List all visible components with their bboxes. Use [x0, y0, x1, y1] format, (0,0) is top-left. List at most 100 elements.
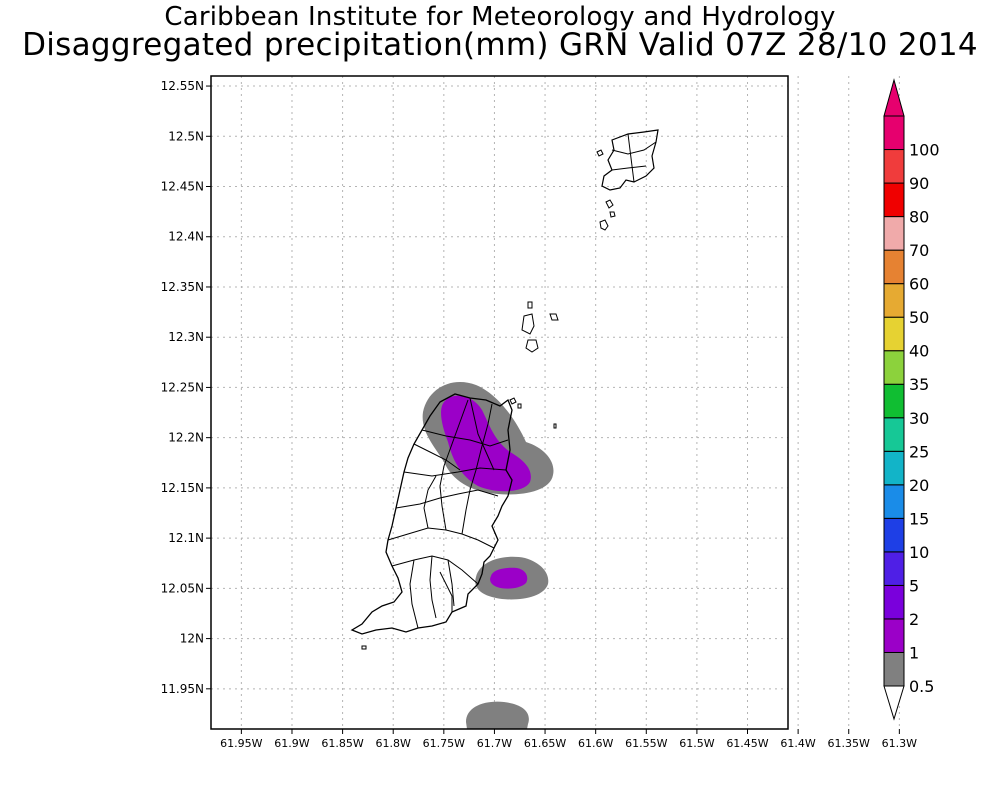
coastlines [350, 129, 659, 650]
lat-tick-label: 12.45N [161, 180, 204, 194]
colorbar-level-label: 80 [909, 208, 929, 227]
colorbar-level-label: 70 [909, 241, 929, 260]
parish-boundary [611, 165, 647, 171]
colorbar-level-label: 15 [909, 509, 929, 528]
parish-boundary [391, 555, 479, 585]
colorbar-swatch [883, 551, 905, 586]
lat-tick-label: 12.55N [161, 79, 204, 93]
islet [553, 423, 557, 429]
axis-labels: 12.55N 12.5N 12.45N 12.4N 12.35N 12.3N 12.25N 1… [161, 79, 917, 750]
colorbar-level-label: 0.5 [909, 677, 934, 696]
grenada-coastline [350, 393, 513, 635]
colorbar-over-triangle [883, 78, 905, 117]
lat-tick-label: 12.5N [168, 129, 204, 143]
lat-tick-label: 12N [180, 632, 204, 646]
lon-tick-label: 61.3W [882, 737, 917, 750]
islet [527, 301, 533, 309]
lat-tick-label: 12.25N [161, 380, 204, 394]
colorbar-level-label: 30 [909, 409, 929, 428]
lon-tick-label: 61.35W [828, 737, 870, 750]
colorbar-level-label: 35 [909, 375, 929, 394]
lat-tick-label: 11.95N [161, 682, 204, 696]
colorbar-swatch [883, 417, 905, 452]
islet [521, 313, 535, 335]
lon-tick-label: 61.95W [220, 737, 262, 750]
lon-tick-label: 61.75W [423, 737, 465, 750]
islet [605, 199, 614, 209]
parish-boundary [439, 571, 453, 612]
colorbar-level-label: 1 [909, 643, 919, 662]
colorbar-level-label: 90 [909, 174, 929, 193]
colorbar-swatch [883, 383, 905, 419]
lat-tick-label: 12.2N [168, 431, 204, 445]
lat-tick-label: 12.05N [161, 581, 204, 595]
lon-tick-label: 61.55W [625, 737, 667, 750]
lat-tick-label: 12.35N [161, 280, 204, 294]
colorbar-swatch [883, 216, 905, 251]
parish-boundary [429, 555, 437, 619]
lon-tick-label: 61.8W [376, 737, 411, 750]
colorbar-swatch [883, 249, 905, 285]
parish-boundary [611, 141, 657, 155]
lon-tick-label: 61.7W [477, 737, 512, 750]
lon-tick-label: 61.9W [274, 737, 309, 750]
islet [509, 397, 517, 405]
parish-boundary [421, 429, 509, 447]
map-frame [210, 75, 789, 730]
lat-tick-label: 12.15N [161, 481, 204, 495]
islet [517, 403, 522, 409]
colorbar-level-label: 40 [909, 342, 929, 361]
colorbar-swatch [883, 115, 905, 151]
parish-boundary [469, 397, 495, 471]
lon-tick-label: 61.5W [679, 737, 714, 750]
parish-boundary [409, 559, 419, 629]
parish-boundary [461, 403, 493, 535]
colorbar-swatch [883, 450, 905, 486]
title-institute: Caribbean Institute for Meteorology and … [164, 2, 836, 32]
colorbar-swatch [883, 618, 905, 653]
islet [609, 211, 616, 218]
colorbar-level-label: 100 [909, 141, 940, 160]
lon-tick-label: 61.85W [321, 737, 363, 750]
parish-boundary [395, 489, 499, 509]
colorbar-swatch [883, 584, 905, 620]
islet [361, 645, 367, 650]
parish-boundary [447, 559, 455, 607]
islet [525, 339, 539, 353]
colorbar-level-label: 50 [909, 308, 929, 327]
colorbar-swatch [883, 350, 905, 385]
precip-area-south-1 [490, 567, 528, 589]
precip-area-north-1 [441, 395, 531, 492]
lon-tick-label: 61.6W [578, 737, 613, 750]
title-product: Disaggregated precipitation(mm) GRN Vali… [22, 27, 978, 63]
colorbar-swatch [883, 517, 905, 553]
colorbar-swatch [883, 316, 905, 352]
lon-tick-label: 61.65W [524, 737, 566, 750]
colorbar-swatch [883, 182, 905, 218]
colorbar-under-triangle [883, 685, 905, 721]
lat-tick-label: 12.3N [168, 330, 204, 344]
lat-tick-label: 12.4N [168, 230, 204, 244]
lon-tick-label: 61.45W [726, 737, 768, 750]
islet [599, 219, 609, 231]
colorbar-swatch [883, 484, 905, 519]
lat-tick-label: 12.1N [168, 531, 204, 545]
colorbar-level-label: 2 [909, 610, 919, 629]
islet [596, 149, 604, 157]
parish-boundary [439, 399, 469, 531]
parish-boundary [423, 475, 437, 529]
precip-area-bottom-0p5 [466, 701, 529, 729]
carriacou-coastline [601, 129, 659, 191]
colorbar-level-label: 60 [909, 275, 929, 294]
parish-boundary [627, 133, 635, 183]
colorbar-level-label: 25 [909, 442, 929, 461]
parish-boundary [413, 443, 461, 471]
colorbar-level-label: 20 [909, 476, 929, 495]
colorbar-swatch [883, 283, 905, 318]
islet [549, 313, 559, 321]
colorbar-swatch [883, 651, 905, 687]
colorbar-swatch [883, 149, 905, 184]
lon-tick-label: 61.4W [780, 737, 815, 750]
